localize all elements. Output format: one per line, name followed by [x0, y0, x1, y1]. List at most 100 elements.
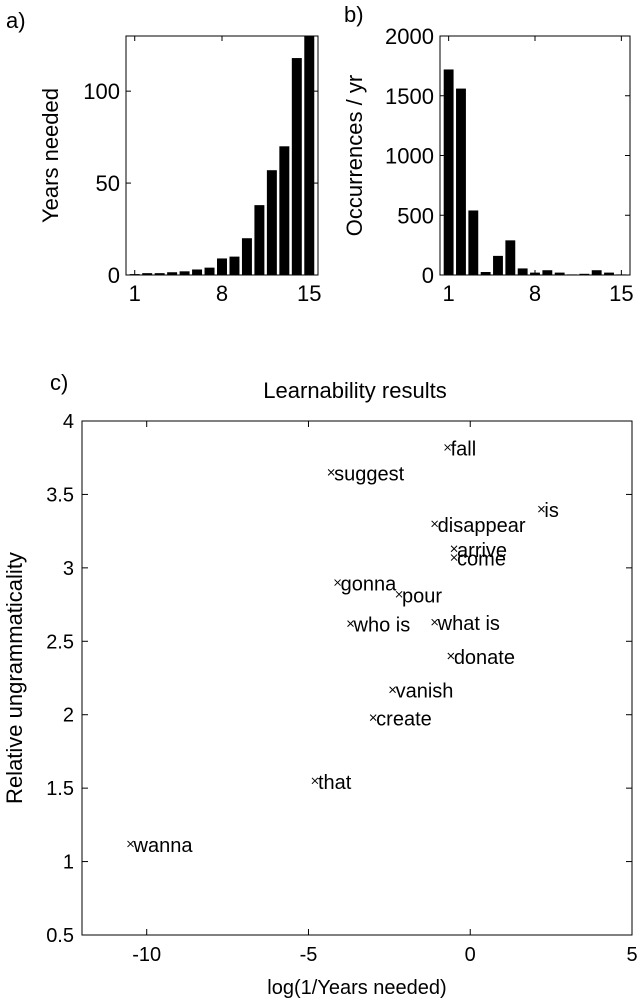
panel-c-point-marker: [389, 686, 396, 694]
panel-b-bar-6: [505, 240, 516, 275]
panel-c-point-marker: [431, 618, 439, 626]
panel-c-point-come: come: [450, 549, 506, 571]
panel-a-bar-4: [167, 272, 178, 275]
panel-c-xtick-label: -5: [300, 944, 318, 966]
panel-c-point-what-is: what is: [431, 613, 500, 635]
panel-c-point-label: donate: [454, 647, 515, 669]
panel-c-point-pour: pour: [395, 585, 442, 607]
panel-a-bar-11: [254, 205, 265, 275]
panel-a-xtick-label: 1: [129, 281, 141, 306]
panel-c-axes-box: [81, 420, 633, 936]
panel-c-ticks: -10 -5 0 5 0.5 1 1.5 2 2.5 3 3.5 4: [46, 411, 637, 966]
panel-c-point-marker: [431, 520, 439, 528]
panel-c-point-label: fall: [451, 438, 477, 460]
panel-c-point-label: come: [457, 549, 506, 571]
panel-b-ytick-label: 1000: [385, 144, 434, 169]
panel-c-ytick-label: 0.5: [46, 925, 74, 947]
panel-c-point-donate: donate: [447, 647, 515, 669]
panel-c-point-marker: [334, 579, 341, 586]
panel-c-point-marker: [450, 545, 458, 553]
panel-b-bar-13: [591, 270, 602, 275]
panel-b-ytick-label: 1500: [385, 84, 434, 109]
panel-c-point-create: create: [369, 709, 432, 731]
panel-a-bar-12: [266, 170, 277, 275]
panel-c-point-marker: [450, 554, 458, 561]
panel-a-bar-13: [279, 146, 290, 275]
panel-a-bars: [129, 36, 315, 275]
panel-c-point-label: who is: [353, 615, 411, 637]
panel-b-bar-9: [542, 270, 553, 275]
panel-a-bar-5: [179, 271, 190, 275]
panel-c-point-label: what is: [437, 613, 500, 635]
panel-b-label: b): [344, 2, 364, 27]
panel-c-ytick-label: 3.5: [46, 484, 74, 506]
panel-c-point-disappear: disappear: [431, 515, 526, 537]
panel-b-bar-1: [443, 69, 454, 276]
panel-b-xtick-label: 15: [609, 281, 633, 306]
panel-a-bar-10: [241, 238, 252, 275]
panel-c-point-marker: [369, 714, 377, 722]
panel-a-ytick-label: 50: [96, 171, 120, 196]
panel-a-xtick-label: 15: [297, 281, 321, 306]
panel-c-point-label: gonna: [341, 574, 397, 596]
panel-a-bar-9: [229, 256, 240, 275]
panel-b-bar-10: [554, 272, 565, 275]
panel-c-xlabel: log(1/Years needed): [267, 977, 446, 999]
panel-b-ytick-label: 0: [422, 263, 434, 288]
panel-a-ytick-label: 0: [108, 263, 120, 288]
panel-c-xtick-label: 0: [465, 944, 476, 966]
panel-c-ytick-label: 3: [63, 558, 74, 580]
panel-c-point-gonna: gonna: [334, 574, 397, 596]
panel-c-point-marker: [127, 840, 134, 848]
panel-c-ytick-label: 1: [63, 852, 74, 874]
panel-c-point-marker: [444, 444, 451, 451]
panel-c-point-marker: [447, 652, 455, 660]
panel-c-point-label: arrive: [457, 540, 507, 562]
panel-c-point-label: disappear: [438, 515, 526, 537]
panel-c-point-label: create: [376, 709, 432, 731]
panel-c-ylabel: Relative ungrammaticality: [2, 552, 27, 804]
panel-b-ylabel: Occurrences / yr: [342, 75, 367, 236]
panel-b-bar-3: [468, 210, 479, 275]
panel-b-bar-14: [604, 272, 614, 275]
panel-c-label: c): [50, 370, 68, 395]
panel-c-point-vanish: vanish: [389, 681, 454, 703]
panel-b-bar-4: [480, 272, 491, 275]
panel-c-point-label: that: [318, 772, 352, 794]
panel-a-ticks: 1 8 15 0 50 100: [83, 36, 322, 306]
panel-b-bar-11: [567, 274, 577, 275]
panel-a-bar-15: [304, 36, 315, 275]
panel-c-point-fall: fall: [444, 438, 477, 460]
panel-a-xtick-label: 8: [216, 281, 228, 306]
panel-b-xtick-label: 8: [529, 281, 541, 306]
panel-c-point-wanna: wanna: [127, 835, 194, 857]
panel-c-point-who-is: who is: [347, 615, 411, 637]
panel-c-ytick-label: 2.5: [46, 631, 74, 653]
panel-c-point-label: suggest: [334, 463, 404, 485]
panel-b-bar-5: [493, 255, 503, 275]
panel-a-bar-6: [192, 269, 203, 275]
panel-b-bar-7: [517, 268, 528, 275]
panel-c-point-label: wanna: [133, 835, 194, 857]
panel-c-xtick-label: -10: [132, 944, 161, 966]
panel-b-ytick-label: 2000: [385, 24, 434, 49]
panel-c-point-suggest: suggest: [327, 463, 405, 485]
panel-a-bar-7: [204, 267, 215, 275]
panel-b-ticks: 1 8 15 0 500 1000 1500 2000: [385, 24, 634, 306]
panel-b-bar-12: [579, 273, 590, 275]
panel-c-point-marker: [538, 505, 545, 513]
panel-a-ytick-label: 100: [83, 79, 120, 104]
panel-a-ylabel: Years needed: [38, 88, 63, 223]
panel-b-bar-chart: b) 1 8 15 0 500 1000 1500 2000 Occurrences / yr: [342, 2, 634, 306]
panel-a-label: a): [6, 8, 26, 33]
panel-a-bar-chart: a) 1 8 15 0 50 100 Years needed: [6, 8, 322, 306]
panel-b-xtick-label: 1: [443, 281, 455, 306]
panel-c-point-marker: [347, 620, 354, 628]
panel-c-point-label: vanish: [396, 681, 454, 703]
panel-c-point-arrive: arrive: [450, 540, 507, 562]
panel-c-ytick-label: 1.5: [46, 778, 74, 800]
panel-c-point-label: pour: [402, 585, 442, 607]
panel-c-point-marker: [311, 777, 319, 785]
